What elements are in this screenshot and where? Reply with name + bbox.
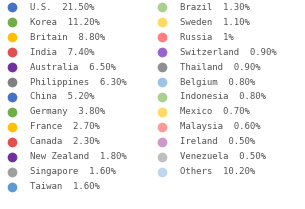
Text: New Zealand  1.80%: New Zealand 1.80% <box>30 152 127 161</box>
Text: Ireland  0.50%: Ireland 0.50% <box>180 137 255 146</box>
Text: Venezuela  0.50%: Venezuela 0.50% <box>180 152 266 161</box>
Text: Indonesia  0.80%: Indonesia 0.80% <box>180 92 266 102</box>
Text: Germany  3.80%: Germany 3.80% <box>30 107 106 116</box>
Text: Korea  11.20%: Korea 11.20% <box>30 18 100 27</box>
Text: Russia  1%: Russia 1% <box>180 33 234 42</box>
Text: Britain  8.80%: Britain 8.80% <box>30 33 106 42</box>
Text: Belgium  0.80%: Belgium 0.80% <box>180 78 255 87</box>
Text: Canada  2.30%: Canada 2.30% <box>30 137 100 146</box>
Text: Philippines  6.30%: Philippines 6.30% <box>30 78 127 87</box>
Text: Malaysia  0.60%: Malaysia 0.60% <box>180 122 260 131</box>
Text: Taiwan  1.60%: Taiwan 1.60% <box>30 182 100 191</box>
Text: India  7.40%: India 7.40% <box>30 48 95 57</box>
Text: Switzerland  0.90%: Switzerland 0.90% <box>180 48 277 57</box>
Text: Sweden  1.10%: Sweden 1.10% <box>180 18 250 27</box>
Text: France  2.70%: France 2.70% <box>30 122 100 131</box>
Text: Australia  6.50%: Australia 6.50% <box>30 62 117 72</box>
Text: Singapore  1.60%: Singapore 1.60% <box>30 167 117 176</box>
Text: China  5.20%: China 5.20% <box>30 92 95 102</box>
Text: Mexico  0.70%: Mexico 0.70% <box>180 107 250 116</box>
Text: U.S.  21.50%: U.S. 21.50% <box>30 3 95 12</box>
Text: Thailand  0.90%: Thailand 0.90% <box>180 62 260 72</box>
Text: Others  10.20%: Others 10.20% <box>180 167 255 176</box>
Text: Brazil  1.30%: Brazil 1.30% <box>180 3 250 12</box>
